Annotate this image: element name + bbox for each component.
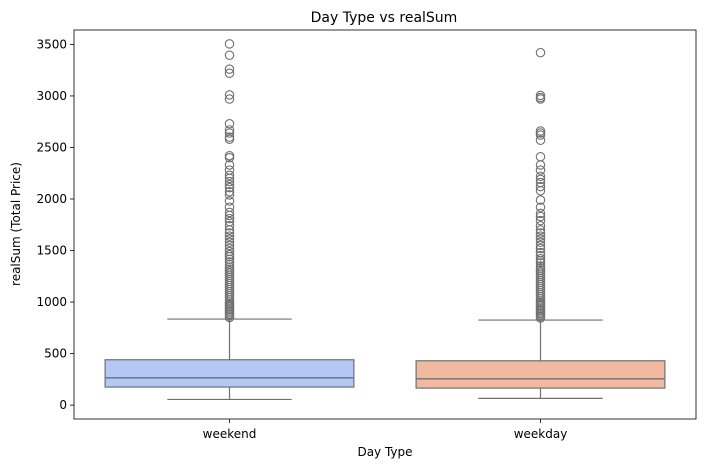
outlier-point	[224, 179, 235, 190]
outlier-point	[224, 225, 235, 235]
outlier-point	[224, 90, 235, 100]
outlier-point	[224, 125, 235, 135]
x-tick-label: weekday	[514, 427, 568, 441]
outlier-point	[224, 237, 235, 248]
outlier-point	[224, 207, 235, 218]
outlier-point	[224, 312, 235, 323]
outlier-point	[535, 208, 546, 219]
outlier-point	[535, 250, 546, 261]
outlier-point	[224, 213, 235, 224]
outlier-point	[535, 186, 546, 196]
y-axis-label: realSum (Total Price)	[9, 162, 23, 286]
y-tick-label: 500	[44, 347, 67, 361]
outlier-point	[224, 187, 235, 197]
y-tick-label: 2000	[36, 192, 67, 206]
outlier-point	[224, 134, 235, 144]
outlier-point	[535, 202, 546, 212]
box-iqr	[104, 359, 355, 388]
outlier-point	[224, 173, 235, 184]
outlier-point	[535, 151, 546, 162]
outlier-point	[224, 170, 235, 181]
outlier-point	[224, 234, 235, 244]
x-tick-label: weekend	[203, 427, 257, 441]
outlier-point	[535, 231, 546, 241]
outlier-point	[535, 215, 546, 226]
outlier-point	[535, 160, 546, 170]
outlier-point	[535, 237, 546, 248]
outlier-point	[535, 130, 546, 140]
outlier-point	[224, 182, 235, 193]
outlier-point	[224, 231, 235, 241]
outlier-point	[224, 246, 235, 257]
outlier-point	[535, 47, 546, 58]
outlier-point	[224, 39, 235, 49]
outlier-point	[535, 240, 546, 251]
outlier-point	[535, 234, 546, 244]
y-tick-label: 1500	[36, 244, 67, 258]
box-group-weekend	[104, 39, 355, 401]
outlier-point	[224, 196, 235, 206]
outlier-point	[224, 254, 235, 265]
y-tick-label: 2500	[36, 140, 67, 154]
outlier-point	[224, 160, 235, 170]
box-group-weekday	[415, 47, 666, 399]
outlier-point	[224, 228, 235, 238]
chart-title: Day Type vs realSum	[311, 10, 458, 26]
outlier-point	[224, 221, 235, 231]
outlier-point	[224, 190, 235, 200]
y-tick-label: 3000	[36, 89, 67, 103]
outlier-point	[224, 50, 235, 60]
outlier-point	[535, 225, 546, 235]
outlier-point	[224, 94, 235, 104]
outlier-point	[224, 210, 235, 221]
outlier-point	[535, 181, 546, 192]
outlier-point	[535, 195, 546, 205]
outlier-point	[535, 94, 546, 104]
outlier-point	[224, 64, 235, 74]
outlier-point	[535, 221, 546, 231]
outlier-point	[535, 211, 546, 222]
plot-frame	[73, 29, 697, 420]
boxes-layer	[104, 39, 666, 401]
outlier-point	[224, 240, 235, 251]
outlier-point	[224, 153, 235, 163]
y-tick-label: 0	[59, 398, 67, 412]
outlier-point	[224, 251, 235, 262]
outlier-point	[224, 128, 235, 138]
outlier-point	[224, 68, 235, 79]
outlier-point	[535, 135, 546, 146]
y-axis: 0 500 1000 1500 2000 2500 3000 3500	[36, 37, 74, 412]
outlier-point	[535, 243, 546, 254]
outlier-point	[224, 119, 235, 129]
y-tick-label: 1000	[36, 295, 67, 309]
x-axis-label: Day Type	[357, 445, 412, 459]
y-tick-label: 3500	[36, 37, 67, 51]
outlier-point	[535, 228, 546, 238]
outlier-point	[224, 176, 235, 187]
outlier-point	[535, 174, 546, 185]
outlier-point	[535, 313, 546, 323]
x-axis: weekend weekday	[203, 419, 568, 441]
outlier-point	[535, 258, 546, 268]
outlier-point	[535, 165, 546, 175]
outlier-point	[224, 257, 235, 267]
outlier-point	[535, 171, 546, 182]
box-iqr	[415, 360, 666, 389]
outlier-point	[224, 150, 235, 161]
